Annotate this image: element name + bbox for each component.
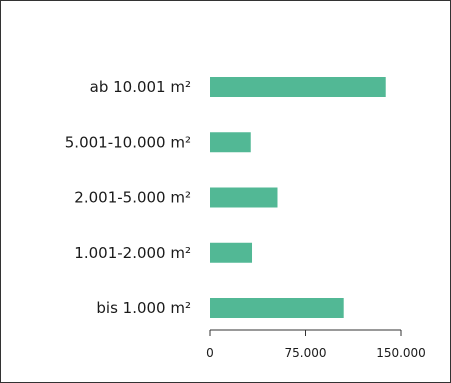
x-tick-label: 75.000 <box>285 346 327 360</box>
category-label: 2.001-5.000 m² <box>74 189 191 207</box>
bars-group <box>210 77 386 318</box>
x-tick-label: 0 <box>206 346 214 360</box>
bar <box>210 187 278 208</box>
x-tick-label: 150.000 <box>376 346 426 360</box>
category-label: ab 10.001 m² <box>90 78 191 96</box>
category-label: 1.001-2.000 m² <box>74 244 191 262</box>
bar <box>210 132 251 153</box>
category-label: bis 1.000 m² <box>96 299 191 317</box>
x-axis-ticks: 0 75.000 150.000 <box>206 330 426 360</box>
bar <box>210 242 253 263</box>
bar <box>210 298 344 318</box>
category-labels: ab 10.001 m² 5.001-10.000 m² 2.001-5.000 m… <box>65 78 191 317</box>
category-label: 5.001-10.000 m² <box>65 133 191 151</box>
bar <box>210 77 386 97</box>
